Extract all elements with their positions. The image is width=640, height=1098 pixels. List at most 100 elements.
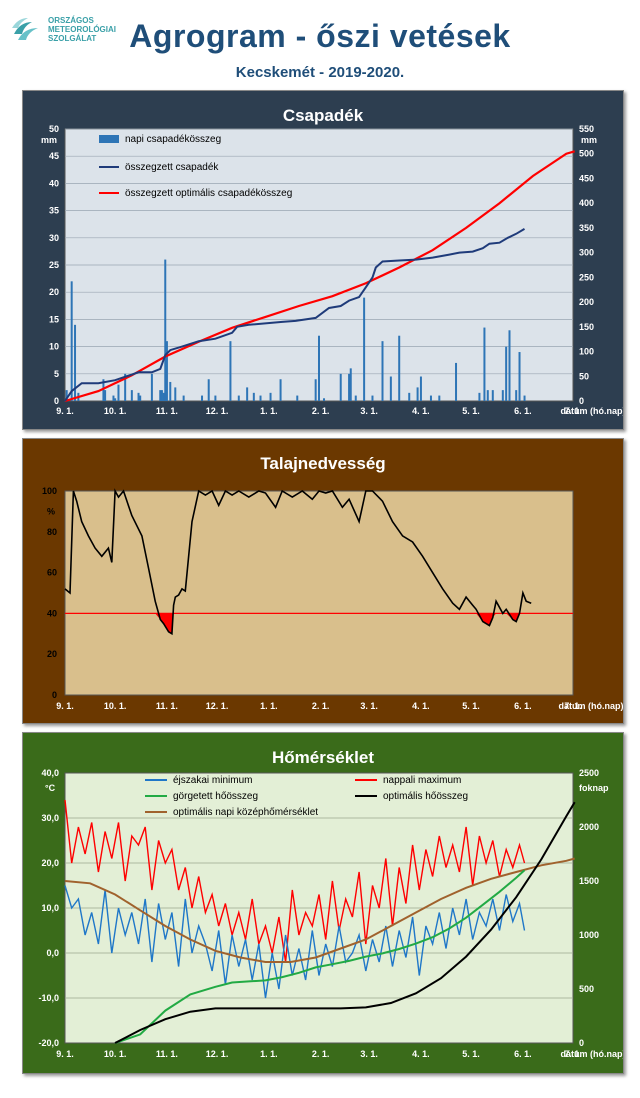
x-tick-label: 7. 1.	[564, 1049, 582, 1059]
rain-bar	[491, 390, 494, 401]
rain-bar	[117, 384, 120, 401]
legend-label: nappali maximum	[383, 775, 461, 786]
rain-bar	[237, 395, 240, 401]
rain-bar	[246, 387, 249, 401]
rain-bar	[279, 379, 282, 401]
rain-bar	[207, 379, 210, 401]
y2-tick-label: 250	[579, 272, 594, 282]
x-tick-label: 7. 1.	[564, 406, 582, 416]
x-axis-label: dátum (hó.nap)	[559, 701, 624, 711]
y-tick-label: 10	[49, 342, 59, 352]
rain-bar	[339, 373, 342, 401]
legend-label: görgetett hőösszeg	[173, 791, 258, 802]
rain-bar	[214, 395, 217, 401]
y-tick-label: -10,0	[38, 993, 59, 1003]
y-tick-label: 80	[47, 527, 57, 537]
y-tick-label: 25	[49, 260, 59, 270]
y2-tick-label: 100	[579, 347, 594, 357]
soil-moisture-chart: Talajnedvesség 0 20 40 60 80 100% 9. 1. 10. 1. 11…	[42, 454, 624, 711]
rain-bar	[318, 335, 320, 401]
logo-text: ORSZÁGOS METEOROLÓGIAI SZOLGÁLAT	[48, 16, 116, 43]
rain-bar	[349, 368, 352, 401]
y2-tick-label: 2000	[579, 822, 599, 832]
rain-bar	[137, 392, 140, 401]
x-tick-label: 12. 1.	[206, 406, 229, 416]
x-tick-label: 1. 1.	[260, 1049, 278, 1059]
y-tick-label: 40	[49, 178, 59, 188]
x-tick-label: 7. 1.	[564, 701, 582, 711]
y-axis-unit: °C	[45, 783, 56, 793]
x-tick-label: 11. 1.	[156, 406, 178, 416]
rain-bar	[429, 395, 432, 401]
y-tick-label: 20,0	[41, 858, 59, 868]
x-tick-label: 2. 1.	[312, 406, 330, 416]
rain-bar	[169, 381, 172, 401]
precipitation-chart: Csapadék05101520253035404550050100150200…	[41, 106, 624, 416]
rain-bar	[269, 392, 272, 401]
x-tick-label: 6. 1.	[514, 406, 532, 416]
below-threshold-fill	[65, 613, 532, 634]
rain-bar	[162, 392, 165, 401]
x-tick-label: 10. 1.	[104, 406, 127, 416]
x-tick-label: 3. 1.	[360, 1049, 378, 1059]
precipitation-panel: Csapadék 0 5 10 15 20 25 30 35 40 45 50 0 50 100 150 200…	[22, 90, 624, 430]
legend-label: összegzett optimális csapadékösszeg	[125, 188, 292, 199]
rain-bar	[165, 341, 168, 401]
x-tick-label: 2. 1.	[312, 1049, 330, 1059]
y-tick-label: -20,0	[38, 1038, 59, 1048]
y-tick-label: 60	[47, 568, 57, 578]
rain-bar	[354, 395, 357, 401]
rain-bar	[408, 392, 411, 401]
y2-tick-label: 0	[579, 396, 584, 406]
x-tick-label: 1. 1.	[260, 701, 278, 711]
page-subtitle: Kecskemét - 2019-2020.	[235, 64, 405, 81]
rain-bar	[296, 395, 299, 401]
y2-tick-label: 400	[579, 198, 594, 208]
y-tick-label: 40,0	[41, 768, 59, 778]
x-tick-label: 5. 1.	[462, 701, 480, 711]
y-tick-label: 0	[52, 690, 57, 700]
rain-bar	[112, 395, 115, 401]
rain-bar	[478, 392, 481, 401]
rain-bar	[174, 387, 177, 401]
x-tick-label: 12. 1.	[206, 701, 229, 711]
rain-bar	[201, 395, 204, 401]
x-tick-label: 2. 1.	[312, 701, 330, 711]
y2-tick-label: 50	[579, 371, 589, 381]
y2-tick-label: 550	[579, 124, 594, 134]
y2-tick-label: 2500	[579, 768, 599, 778]
rain-bar	[104, 390, 107, 401]
y-tick-label: 0,0	[46, 948, 59, 958]
rain-bar	[486, 390, 489, 401]
x-tick-label: 5. 1.	[462, 1049, 480, 1059]
cumulative-rain-line	[64, 228, 526, 402]
y2-tick-label: 1000	[579, 930, 599, 940]
x-axis-label: dátum (hó.nap)	[561, 406, 624, 416]
rain-bar	[438, 395, 441, 401]
chart-title: Talajnedvesség	[260, 454, 385, 473]
rain-bar	[381, 341, 384, 401]
y-tick-label: 5	[54, 369, 59, 379]
y-tick-label: 30	[49, 233, 59, 243]
legend-label: napi csapadékösszeg	[125, 134, 221, 145]
x-tick-label: 3. 1.	[360, 701, 378, 711]
logo-line-3: SZOLGÁLAT	[48, 34, 97, 43]
logo-line-1: ORSZÁGOS	[48, 16, 94, 25]
y2-tick-label: 200	[579, 297, 594, 307]
rain-bar	[160, 390, 163, 401]
rain-bar	[70, 281, 73, 401]
x-tick-label: 11. 1.	[156, 701, 178, 711]
y2-tick-label: 350	[579, 223, 594, 233]
rain-bar	[398, 335, 401, 401]
rain-bar	[164, 259, 167, 401]
optimal-cumulative-rain-line	[64, 150, 576, 403]
rain-bar	[130, 390, 133, 401]
rain-bar	[182, 395, 185, 401]
rain-bar	[371, 395, 374, 401]
x-tick-label: 4. 1.	[412, 701, 430, 711]
rain-bar	[501, 390, 504, 401]
y-tick-label: 30,0	[41, 813, 59, 823]
rain-bar	[314, 379, 317, 401]
x-tick-label: 9. 1.	[56, 701, 74, 711]
rain-bar	[65, 390, 68, 401]
